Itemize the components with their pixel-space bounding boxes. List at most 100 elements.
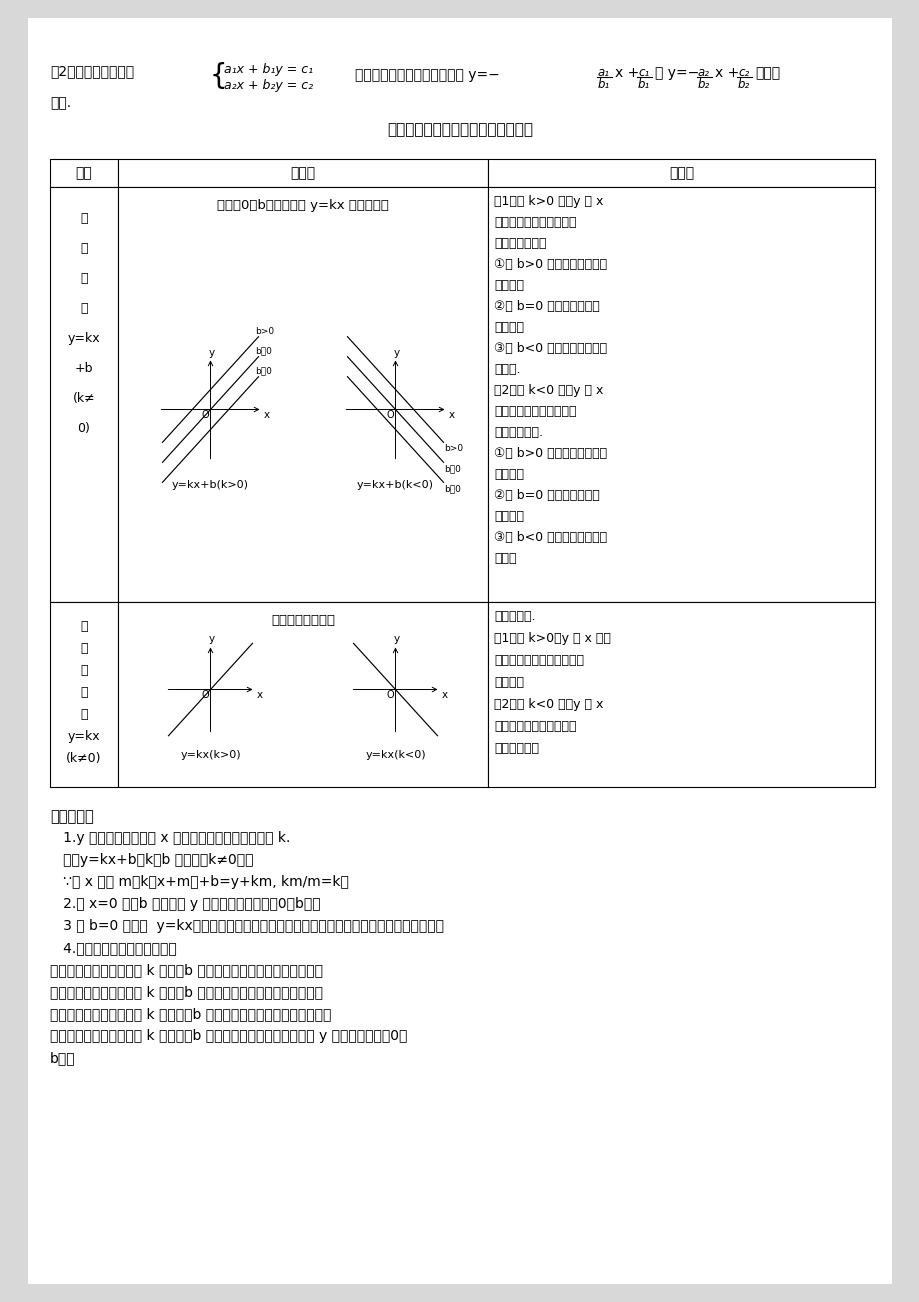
Text: b＜0: b＜0 xyxy=(444,484,460,493)
Text: 的增大而减小，图象必过: 的增大而减小，图象必过 xyxy=(494,720,576,733)
Text: 当两一次函数表达式中的 k 相同，b 也相同时，两一次函数图像重合；: 当两一次函数表达式中的 k 相同，b 也相同时，两一次函数图像重合； xyxy=(50,963,323,976)
Text: 的增大而增大，图象必过: 的增大而增大，图象必过 xyxy=(494,216,576,229)
Text: (k≠: (k≠ xyxy=(73,392,96,405)
Text: 图象过原点.: 图象过原点. xyxy=(494,611,535,622)
Text: 函数性质：: 函数性质： xyxy=(50,809,94,824)
Text: 大而增大，图象必过第一、: 大而增大，图象必过第一、 xyxy=(494,654,584,667)
Text: b＝0: b＝0 xyxy=(255,346,272,355)
Text: 一次函数和正比例函数的图象和性质: 一次函数和正比例函数的图象和性质 xyxy=(387,122,532,137)
Text: O: O xyxy=(386,410,393,419)
Text: b>0: b>0 xyxy=(255,327,275,336)
Text: y=kx+b(k<0): y=kx+b(k<0) xyxy=(357,479,434,490)
Text: 数: 数 xyxy=(80,302,87,315)
Bar xyxy=(50,187,118,602)
Text: 四象限: 四象限 xyxy=(494,552,516,565)
Text: 四象限.: 四象限. xyxy=(494,363,520,376)
Text: 的解可以看作是两个一次函数 y=−: 的解可以看作是两个一次函数 y=− xyxy=(355,68,499,82)
Text: y: y xyxy=(209,634,214,644)
Bar xyxy=(487,187,874,602)
Text: 1.y 的变化值与对应的 x 的变化值成正比例，比值为 k.: 1.y 的变化值与对应的 x 的变化值成正比例，比值为 k. xyxy=(50,831,290,845)
Text: b₁: b₁ xyxy=(637,78,650,91)
Text: ②当 b=0 时，只过第一、: ②当 b=0 时，只过第一、 xyxy=(494,299,599,312)
Text: （2）当 k<0 时，y 随 x: （2）当 k<0 时，y 随 x xyxy=(494,384,603,397)
Text: 过原点的一条直线: 过原点的一条直线 xyxy=(271,615,335,628)
Text: x: x xyxy=(263,410,269,419)
Text: (k≠0): (k≠0) xyxy=(66,753,102,766)
Text: 函: 函 xyxy=(80,272,87,285)
Bar xyxy=(118,159,487,187)
Text: y=kx: y=kx xyxy=(68,332,100,345)
Text: b＝0: b＝0 xyxy=(444,465,460,474)
Bar xyxy=(50,159,118,187)
Text: a₂x + b₂y = c₂: a₂x + b₂y = c₂ xyxy=(223,79,312,92)
Text: b）。: b）。 xyxy=(50,1051,75,1065)
Text: （1）当 k>0 时，y 随 x: （1）当 k>0 时，y 随 x xyxy=(494,195,603,208)
Text: x: x xyxy=(441,690,448,699)
Text: （2）二元一次方程组: （2）二元一次方程组 xyxy=(50,64,134,78)
Text: ①当 b>0 时，过第一、二、: ①当 b>0 时，过第一、二、 xyxy=(494,258,607,271)
Text: 2.当 x=0 时，b 为函数在 y 轴上的点，坐标为（0，b）。: 2.当 x=0 时，b 为函数在 y 轴上的点，坐标为（0，b）。 xyxy=(50,897,321,911)
Text: 当两一次函数表达式中的 k 不相同，b 不相同时，两一次函数图像相交；: 当两一次函数表达式中的 k 不相同，b 不相同时，两一次函数图像相交； xyxy=(50,1006,331,1021)
Text: 第二、四象限.: 第二、四象限. xyxy=(494,426,542,439)
Text: 四象限；: 四象限； xyxy=(494,467,524,480)
Text: {: { xyxy=(210,62,227,90)
Text: y: y xyxy=(209,348,214,358)
Text: x: x xyxy=(256,690,262,699)
Text: 的图象: 的图象 xyxy=(754,66,779,79)
Text: b₂: b₂ xyxy=(698,78,709,91)
Bar xyxy=(487,159,874,187)
Text: ∵当 x 增加 m，k（x+m）+b=y+km, km/m=k。: ∵当 x 增加 m，k（x+m）+b=y+km, km/m=k。 xyxy=(50,875,348,889)
Text: 四象限；: 四象限； xyxy=(494,510,524,523)
Text: 三象限；: 三象限； xyxy=(494,322,524,335)
Text: 性　质: 性 质 xyxy=(668,165,693,180)
Text: a₁: a₁ xyxy=(597,66,609,79)
Text: y=kx(k>0): y=kx(k>0) xyxy=(180,750,241,759)
Text: 第一、三象限；: 第一、三象限； xyxy=(494,237,546,250)
Text: 例: 例 xyxy=(80,664,87,677)
Text: 0): 0) xyxy=(77,422,90,435)
Text: x +: x + xyxy=(614,66,639,79)
Text: （2）当 k<0 时，y 随 x: （2）当 k<0 时，y 随 x xyxy=(494,698,603,711)
Text: 三象限；: 三象限； xyxy=(494,279,524,292)
Text: 4.在两个一次函数表达式中：: 4.在两个一次函数表达式中： xyxy=(50,941,176,954)
Text: 和 y=−: 和 y=− xyxy=(654,66,698,79)
Text: 3 当 b=0 时（即  y=kx），一次函数图像变为正比例函数，正比例函数是特殊的一次函数。: 3 当 b=0 时（即 y=kx），一次函数图像变为正比例函数，正比例函数是特殊… xyxy=(50,919,444,934)
Bar xyxy=(487,602,874,786)
Text: y=kx(k<0): y=kx(k<0) xyxy=(365,750,425,759)
Text: ②当 b=0 时，只过第二、: ②当 b=0 时，只过第二、 xyxy=(494,490,599,503)
Text: 函: 函 xyxy=(80,686,87,699)
Text: 比: 比 xyxy=(80,642,87,655)
Text: c₂: c₂ xyxy=(737,66,748,79)
Text: 图　象: 图 象 xyxy=(290,165,315,180)
Text: 数: 数 xyxy=(80,708,87,721)
Text: +b: +b xyxy=(74,362,93,375)
Text: 次: 次 xyxy=(80,242,87,255)
Text: b₁: b₁ xyxy=(597,78,609,91)
Text: ③当 b<0 时，过第二、三、: ③当 b<0 时，过第二、三、 xyxy=(494,531,607,544)
Text: 过点（0，b）且平行于 y=kx 的一条直线: 过点（0，b）且平行于 y=kx 的一条直线 xyxy=(217,199,389,212)
Text: O: O xyxy=(201,410,209,419)
Text: y: y xyxy=(393,348,399,358)
Text: 的增大而减小，图象必过: 的增大而减小，图象必过 xyxy=(494,405,576,418)
Text: O: O xyxy=(386,690,393,699)
Text: 三象限；: 三象限； xyxy=(494,676,524,689)
Text: y: y xyxy=(393,634,399,644)
Text: b₂: b₂ xyxy=(737,78,749,91)
Text: a₁x + b₁y = c₁: a₁x + b₁y = c₁ xyxy=(223,62,312,76)
Text: b>0: b>0 xyxy=(444,444,463,453)
Text: O: O xyxy=(201,690,209,699)
Text: b＜0: b＜0 xyxy=(255,367,272,376)
Text: 当两一次函数表达式中的 k 不相同，b 相同时，两一次函数图像交于 y 轴上的同一点（0，: 当两一次函数表达式中的 k 不相同，b 相同时，两一次函数图像交于 y 轴上的同… xyxy=(50,1029,407,1043)
Bar xyxy=(118,602,487,786)
Text: 函数: 函数 xyxy=(75,165,92,180)
Text: y=kx: y=kx xyxy=(68,730,100,743)
Text: 交点.: 交点. xyxy=(50,96,71,109)
Text: x: x xyxy=(448,410,454,419)
Text: 一: 一 xyxy=(80,212,87,225)
Text: （1）当 k>0，y 随 x 的增: （1）当 k>0，y 随 x 的增 xyxy=(494,631,610,644)
Text: y=kx+b(k>0): y=kx+b(k>0) xyxy=(172,479,249,490)
Text: ①当 b>0 时，过第一、二、: ①当 b>0 时，过第一、二、 xyxy=(494,447,607,460)
Bar xyxy=(50,602,118,786)
Text: 即：y=kx+b（k，b 为常数，k≠0），: 即：y=kx+b（k，b 为常数，k≠0）， xyxy=(50,853,254,867)
Text: 正: 正 xyxy=(80,620,87,633)
